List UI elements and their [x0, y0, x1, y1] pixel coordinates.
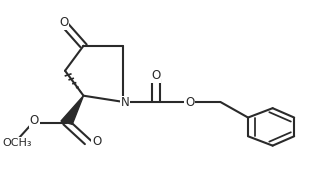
- Polygon shape: [61, 96, 84, 124]
- Text: N: N: [121, 96, 129, 110]
- Text: O: O: [151, 70, 160, 82]
- Text: O: O: [92, 135, 101, 148]
- Text: O: O: [185, 96, 194, 110]
- Text: OCH₃: OCH₃: [3, 138, 32, 148]
- Text: O: O: [59, 16, 68, 29]
- Text: O: O: [30, 114, 39, 127]
